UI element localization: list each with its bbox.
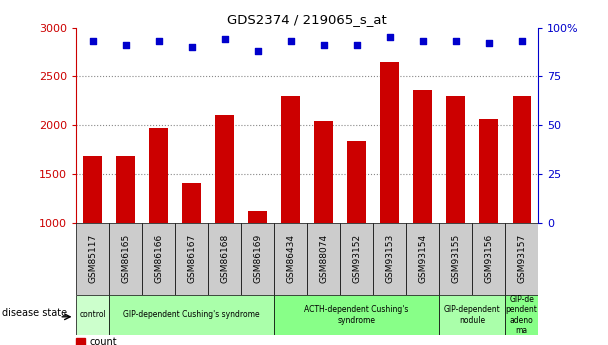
Text: GIP-de
pendent
adeno
ma: GIP-de pendent adeno ma bbox=[506, 295, 537, 335]
Bar bbox=[109, 295, 274, 335]
Bar bbox=[347, 141, 365, 223]
Bar bbox=[142, 223, 175, 295]
Bar bbox=[83, 156, 102, 223]
Point bbox=[451, 39, 460, 44]
Text: GSM88074: GSM88074 bbox=[319, 234, 328, 283]
Text: GSM93152: GSM93152 bbox=[352, 234, 361, 283]
Text: GSM93157: GSM93157 bbox=[517, 234, 526, 283]
Bar bbox=[282, 96, 300, 223]
Text: GSM86166: GSM86166 bbox=[154, 234, 163, 283]
Point bbox=[120, 42, 130, 48]
Text: GSM86167: GSM86167 bbox=[187, 234, 196, 283]
Bar bbox=[150, 128, 168, 223]
Bar bbox=[439, 223, 472, 295]
Text: count: count bbox=[90, 337, 117, 345]
Text: GSM93153: GSM93153 bbox=[385, 234, 394, 283]
Bar bbox=[480, 119, 497, 223]
Point bbox=[385, 34, 395, 40]
Text: GSM93155: GSM93155 bbox=[451, 234, 460, 283]
Text: GSM86169: GSM86169 bbox=[253, 234, 262, 283]
Point bbox=[219, 37, 229, 42]
Point bbox=[484, 40, 494, 46]
Bar bbox=[175, 223, 208, 295]
Bar bbox=[505, 223, 538, 295]
Text: control: control bbox=[79, 310, 106, 319]
Bar bbox=[208, 223, 241, 295]
Bar bbox=[274, 223, 307, 295]
Text: disease state: disease state bbox=[1, 308, 67, 318]
Bar bbox=[446, 96, 465, 223]
Point bbox=[351, 42, 361, 48]
Bar bbox=[116, 156, 134, 223]
Bar bbox=[109, 223, 142, 295]
Bar bbox=[307, 223, 340, 295]
Bar bbox=[76, 223, 109, 295]
Bar bbox=[314, 121, 333, 223]
Text: GIP-dependent
nodule: GIP-dependent nodule bbox=[444, 305, 500, 325]
Point bbox=[154, 39, 164, 44]
Bar bbox=[249, 211, 266, 223]
Point bbox=[418, 39, 427, 44]
Text: GSM86434: GSM86434 bbox=[286, 234, 295, 283]
Text: GSM85117: GSM85117 bbox=[88, 234, 97, 283]
Bar bbox=[340, 223, 373, 295]
Bar bbox=[182, 183, 201, 223]
Bar bbox=[373, 223, 406, 295]
Bar bbox=[241, 223, 274, 295]
Text: GSM86165: GSM86165 bbox=[121, 234, 130, 283]
Point bbox=[319, 42, 328, 48]
Bar bbox=[76, 338, 85, 345]
Text: GSM93154: GSM93154 bbox=[418, 234, 427, 283]
Bar bbox=[76, 295, 109, 335]
Point bbox=[253, 48, 263, 54]
Point bbox=[286, 39, 295, 44]
Text: GSM93156: GSM93156 bbox=[484, 234, 493, 283]
Bar bbox=[413, 90, 432, 223]
Bar bbox=[274, 295, 439, 335]
Text: GIP-dependent Cushing's syndrome: GIP-dependent Cushing's syndrome bbox=[123, 310, 260, 319]
Text: ACTH-dependent Cushing's
syndrome: ACTH-dependent Cushing's syndrome bbox=[305, 305, 409, 325]
Point bbox=[187, 44, 196, 50]
Point bbox=[88, 39, 97, 44]
Text: GSM86168: GSM86168 bbox=[220, 234, 229, 283]
Point bbox=[517, 39, 527, 44]
Bar bbox=[513, 96, 531, 223]
Bar bbox=[381, 62, 399, 223]
Bar bbox=[439, 295, 505, 335]
Bar bbox=[472, 223, 505, 295]
Bar bbox=[215, 115, 233, 223]
Title: GDS2374 / 219065_s_at: GDS2374 / 219065_s_at bbox=[227, 13, 387, 27]
Bar bbox=[406, 223, 439, 295]
Bar bbox=[505, 295, 538, 335]
